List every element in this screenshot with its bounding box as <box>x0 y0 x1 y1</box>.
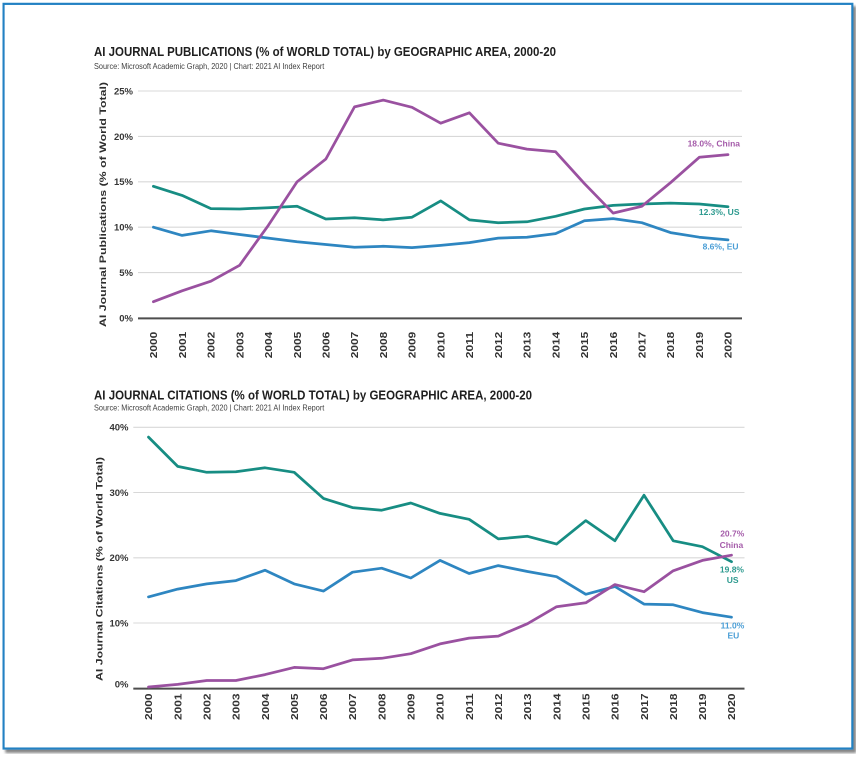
svg-text:2015: 2015 <box>581 693 593 720</box>
svg-text:2012: 2012 <box>493 332 505 359</box>
svg-text:2004: 2004 <box>260 693 272 720</box>
svg-text:2014: 2014 <box>550 332 562 359</box>
svg-text:2000: 2000 <box>143 693 155 720</box>
svg-text:2007: 2007 <box>349 332 361 359</box>
svg-text:2014: 2014 <box>551 693 563 720</box>
svg-text:2003: 2003 <box>234 332 246 359</box>
svg-text:0%: 0% <box>119 314 133 325</box>
svg-text:2013: 2013 <box>522 693 534 720</box>
svg-text:10%: 10% <box>114 223 134 234</box>
svg-text:40%: 40% <box>109 423 129 434</box>
svg-text:2020: 2020 <box>726 693 738 720</box>
svg-text:2002: 2002 <box>206 332 218 359</box>
svg-text:2013: 2013 <box>522 332 534 359</box>
svg-text:19.8%: 19.8% <box>720 565 745 575</box>
svg-text:Source: Microsoft Academic Gra: Source: Microsoft Academic Graph, 2020 |… <box>94 62 325 71</box>
svg-text:2004: 2004 <box>263 332 275 359</box>
svg-text:20%: 20% <box>109 553 129 564</box>
svg-text:2018: 2018 <box>668 693 680 720</box>
svg-text:AI Journal Citations (% of Wor: AI Journal Citations (% of World Total) <box>94 457 104 681</box>
svg-text:2020: 2020 <box>723 332 735 359</box>
svg-text:2009: 2009 <box>407 332 419 359</box>
svg-text:2006: 2006 <box>318 693 330 720</box>
svg-text:2017: 2017 <box>639 693 651 720</box>
svg-text:2017: 2017 <box>637 332 649 359</box>
svg-text:2001: 2001 <box>172 693 184 720</box>
svg-text:15%: 15% <box>114 177 134 188</box>
svg-text:2011: 2011 <box>464 332 476 359</box>
svg-text:US: US <box>727 575 739 585</box>
svg-text:2001: 2001 <box>177 332 189 359</box>
svg-text:2015: 2015 <box>579 332 591 359</box>
svg-text:2012: 2012 <box>493 693 505 720</box>
svg-text:2007: 2007 <box>347 693 359 720</box>
svg-text:AI JOURNAL PUBLICATIONS (% of: AI JOURNAL PUBLICATIONS (% of WORLD TOTA… <box>94 44 556 59</box>
svg-text:2009: 2009 <box>406 693 418 720</box>
svg-text:20%: 20% <box>114 132 134 143</box>
svg-text:2019: 2019 <box>694 332 706 359</box>
svg-text:30%: 30% <box>109 488 129 499</box>
svg-text:Source: Microsoft Academic Gra: Source: Microsoft Academic Graph, 2020 |… <box>94 403 325 412</box>
svg-text:China: China <box>720 540 744 550</box>
svg-text:0%: 0% <box>115 679 129 690</box>
svg-text:2000: 2000 <box>148 332 160 359</box>
svg-text:2005: 2005 <box>292 332 304 359</box>
svg-text:EU: EU <box>727 631 739 641</box>
svg-text:2016: 2016 <box>608 332 620 359</box>
svg-text:20.7%: 20.7% <box>720 529 745 539</box>
svg-text:2008: 2008 <box>378 332 390 359</box>
svg-text:10%: 10% <box>109 618 129 629</box>
svg-text:AI Journal Publications (% of: AI Journal Publications (% of World Tota… <box>98 82 108 327</box>
svg-text:18.0%, China: 18.0%, China <box>688 138 741 148</box>
svg-text:12.3%, US: 12.3%, US <box>699 207 740 217</box>
svg-text:11.0%: 11.0% <box>721 620 745 630</box>
svg-text:2010: 2010 <box>435 693 447 720</box>
svg-text:2011: 2011 <box>464 693 476 720</box>
svg-text:AI JOURNAL CITATIONS (% of WOR: AI JOURNAL CITATIONS (% of WORLD TOTAL) … <box>94 387 532 402</box>
svg-text:5%: 5% <box>119 268 133 279</box>
svg-text:2003: 2003 <box>231 693 243 720</box>
svg-text:2016: 2016 <box>610 693 622 720</box>
svg-text:2006: 2006 <box>321 332 333 359</box>
svg-text:2018: 2018 <box>665 332 677 359</box>
svg-text:2008: 2008 <box>376 693 388 720</box>
svg-text:2002: 2002 <box>202 693 214 720</box>
svg-text:8.6%, EU: 8.6%, EU <box>703 242 739 252</box>
svg-text:25%: 25% <box>114 86 134 97</box>
svg-text:2005: 2005 <box>289 693 301 720</box>
svg-text:2019: 2019 <box>697 693 709 720</box>
svg-text:2010: 2010 <box>435 332 447 359</box>
